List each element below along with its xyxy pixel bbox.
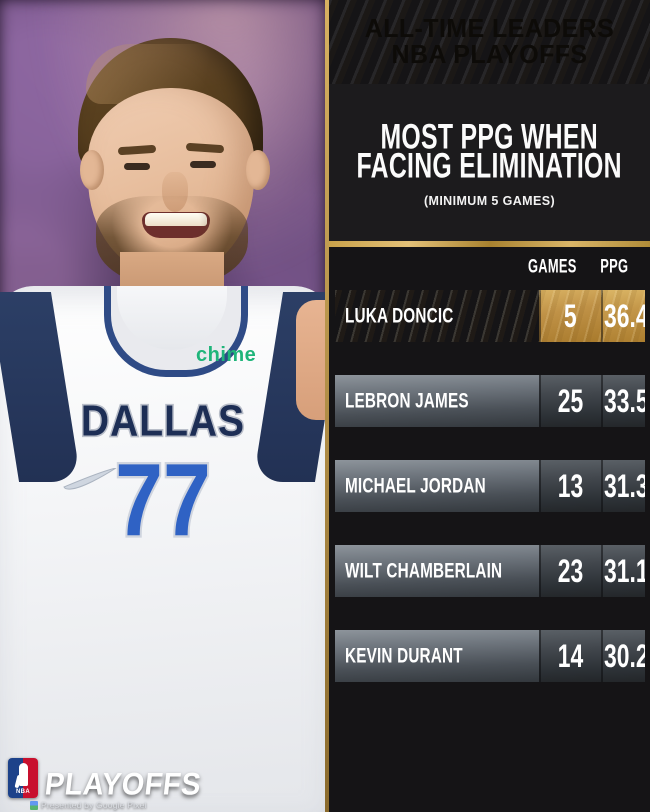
row-name-cell: LUKA DONCIC [335, 290, 539, 342]
playoffs-wordmark: PLAYOFFS [43, 767, 203, 803]
row-ppg-cell: 31.3 [601, 460, 645, 512]
google-pixel-icon [30, 800, 38, 810]
row-games-cell: 14 [539, 630, 601, 682]
row-games-cell: 13 [539, 460, 601, 512]
title-line-2: FACING ELIMINATION [356, 146, 623, 186]
row-ppg-cell: 36.4 [601, 290, 645, 342]
player-eye-right [190, 161, 216, 168]
games-value: 5 [563, 296, 577, 334]
player-name: MICHAEL JORDAN [345, 473, 486, 498]
cell-divider [601, 545, 603, 597]
presented-by-label: Presented by Google Pixel [30, 800, 147, 810]
presented-by-text: Presented by Google Pixel [41, 800, 147, 810]
nba-playoffs-logo: NBA PLAYOFFS [8, 758, 203, 803]
nba-logo-text: NBA [16, 789, 30, 795]
row-name-cell: MICHAEL JORDAN [335, 460, 539, 512]
table-row: KEVIN DURANT 14 30.2 [335, 630, 645, 682]
stats-panel: ALL-TIME LEADERS NBA PLAYOFFS MOST PPG W… [325, 0, 650, 812]
jersey-collar-inner [117, 286, 227, 350]
ppg-value: 31.1 [604, 551, 645, 589]
panel-gold-edge [325, 0, 329, 812]
jersey-sponsor-logo: chime [196, 344, 257, 366]
jersey-collar [104, 286, 248, 377]
header-line-1: ALL-TIME LEADERS [364, 14, 615, 44]
games-value: 25 [557, 381, 583, 419]
row-games-cell: 5 [539, 290, 601, 342]
games-value: 23 [557, 551, 583, 589]
cell-divider [601, 630, 603, 682]
player-ear-left [80, 150, 104, 190]
row-name-cell: WILT CHAMBERLAIN [335, 545, 539, 597]
column-headers: GAMES PPG [329, 255, 650, 282]
player-eye-left [124, 163, 150, 170]
nba-logo-icon: NBA [8, 758, 38, 798]
jersey-team-name: DALLAS [79, 396, 246, 448]
cell-divider [601, 375, 603, 427]
table-row: LEBRON JAMES 25 33.5 [335, 375, 645, 427]
ppg-value: 30.2 [604, 636, 645, 674]
table-row: LUKA DONCIC 5 36.4 [335, 290, 645, 342]
games-value: 14 [557, 636, 583, 674]
row-ppg-cell: 30.2 [601, 630, 645, 682]
player-name: KEVIN DURANT [345, 643, 463, 668]
player-name: LEBRON JAMES [345, 388, 469, 413]
panel-header: ALL-TIME LEADERS NBA PLAYOFFS [329, 0, 650, 84]
title-subtitle: (MINIMUM 5 GAMES) [423, 194, 556, 209]
header-line-2: NBA PLAYOFFS [391, 40, 588, 70]
row-name-cell: KEVIN DURANT [335, 630, 539, 682]
row-games-cell: 25 [539, 375, 601, 427]
row-ppg-cell: 31.1 [601, 545, 645, 597]
cell-divider [539, 460, 541, 512]
ppg-value: 33.5 [604, 381, 645, 419]
games-value: 13 [557, 466, 583, 504]
cell-divider [539, 630, 541, 682]
nike-swoosh-icon [63, 468, 117, 490]
cell-divider [601, 290, 603, 342]
row-games-cell: 23 [539, 545, 601, 597]
cell-divider [539, 375, 541, 427]
row-name-cell: LEBRON JAMES [335, 375, 539, 427]
title-gold-bar-bottom [329, 241, 650, 247]
title-box: MOST PPG WHEN FACING ELIMINATION (MINIMU… [329, 84, 650, 247]
row-ppg-cell: 33.5 [601, 375, 645, 427]
player-photo: DALLAS 77 chime NBA PLAYOFFS Presented b… [0, 0, 325, 812]
column-header-ppg: PPG [600, 255, 629, 278]
player-shoulder-right [296, 300, 325, 420]
cell-divider [601, 460, 603, 512]
column-header-games: GAMES [527, 255, 577, 278]
jersey-number: 77 [113, 441, 213, 561]
cell-divider [539, 545, 541, 597]
title-line-1: MOST PPG WHEN [380, 117, 599, 157]
table-row: WILT CHAMBERLAIN 23 31.1 [335, 545, 645, 597]
cell-divider [539, 290, 541, 342]
leaders-table: LUKA DONCIC 5 36.4 LEBRON JAMES 25 [335, 290, 645, 715]
player-name: LUKA DONCIC [345, 303, 454, 328]
player-ear-right [246, 150, 270, 190]
nba-silhouette-icon [19, 763, 28, 786]
ppg-value: 36.4 [604, 296, 645, 334]
table-row: MICHAEL JORDAN 13 31.3 [335, 460, 645, 512]
player-name: WILT CHAMBERLAIN [345, 558, 503, 583]
ppg-value: 31.3 [604, 466, 645, 504]
